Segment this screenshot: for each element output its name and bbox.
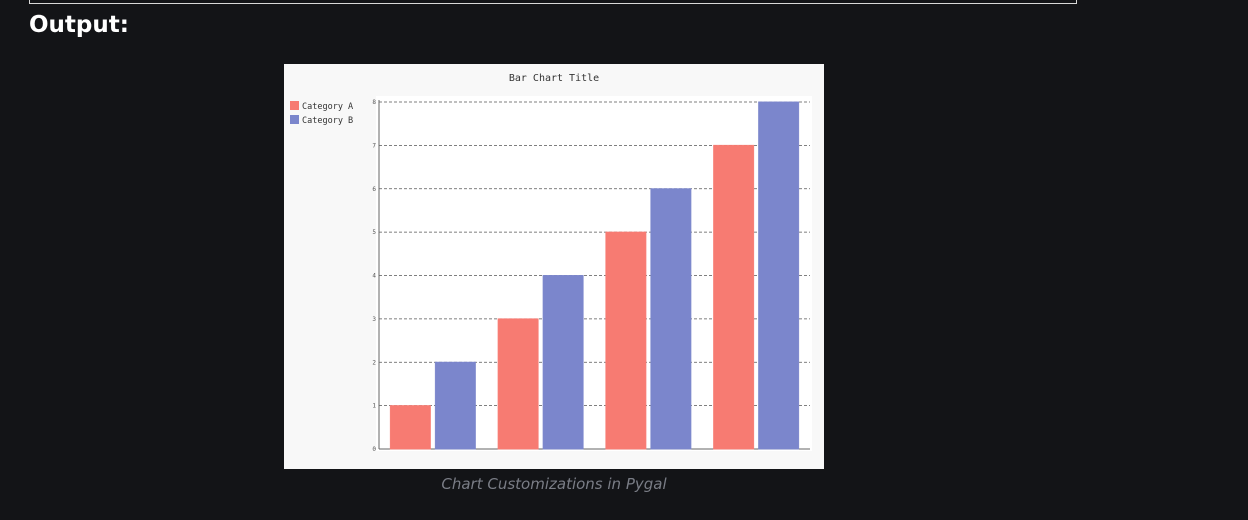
- legend: Category A Category B: [290, 101, 353, 126]
- y-tick-label: 7: [372, 142, 376, 149]
- bar: [542, 275, 584, 450]
- y-tick-label: 0: [372, 446, 376, 453]
- bars: [389, 101, 800, 450]
- y-tick-label: 3: [372, 316, 376, 323]
- bar: [389, 405, 431, 450]
- bar: [434, 361, 476, 450]
- bar: [605, 231, 647, 450]
- legend-swatch: [290, 101, 299, 110]
- legend-swatch: [290, 115, 299, 124]
- y-tick-label: 2: [372, 359, 376, 366]
- y-tick-label: 6: [372, 186, 376, 193]
- y-tick-label: 5: [372, 229, 376, 236]
- chart-title: Bar Chart Title: [509, 73, 599, 84]
- bar: [497, 318, 539, 450]
- bar: [758, 101, 800, 450]
- bar: [713, 144, 755, 450]
- figure-caption: Chart Customizations in Pygal: [441, 475, 667, 493]
- y-tick-label: 1: [372, 403, 376, 410]
- y-tick-label: 4: [372, 273, 376, 280]
- y-axis-tick-labels: 0 1 2 3 4 5 6 7 8: [372, 99, 376, 453]
- legend-label: Category B: [302, 116, 353, 126]
- code-block-bottom-edge: [29, 0, 1077, 4]
- output-heading: Output:: [29, 12, 129, 38]
- y-tick-label: 8: [372, 99, 376, 106]
- bar: [650, 188, 692, 450]
- legend-label: Category A: [302, 102, 353, 112]
